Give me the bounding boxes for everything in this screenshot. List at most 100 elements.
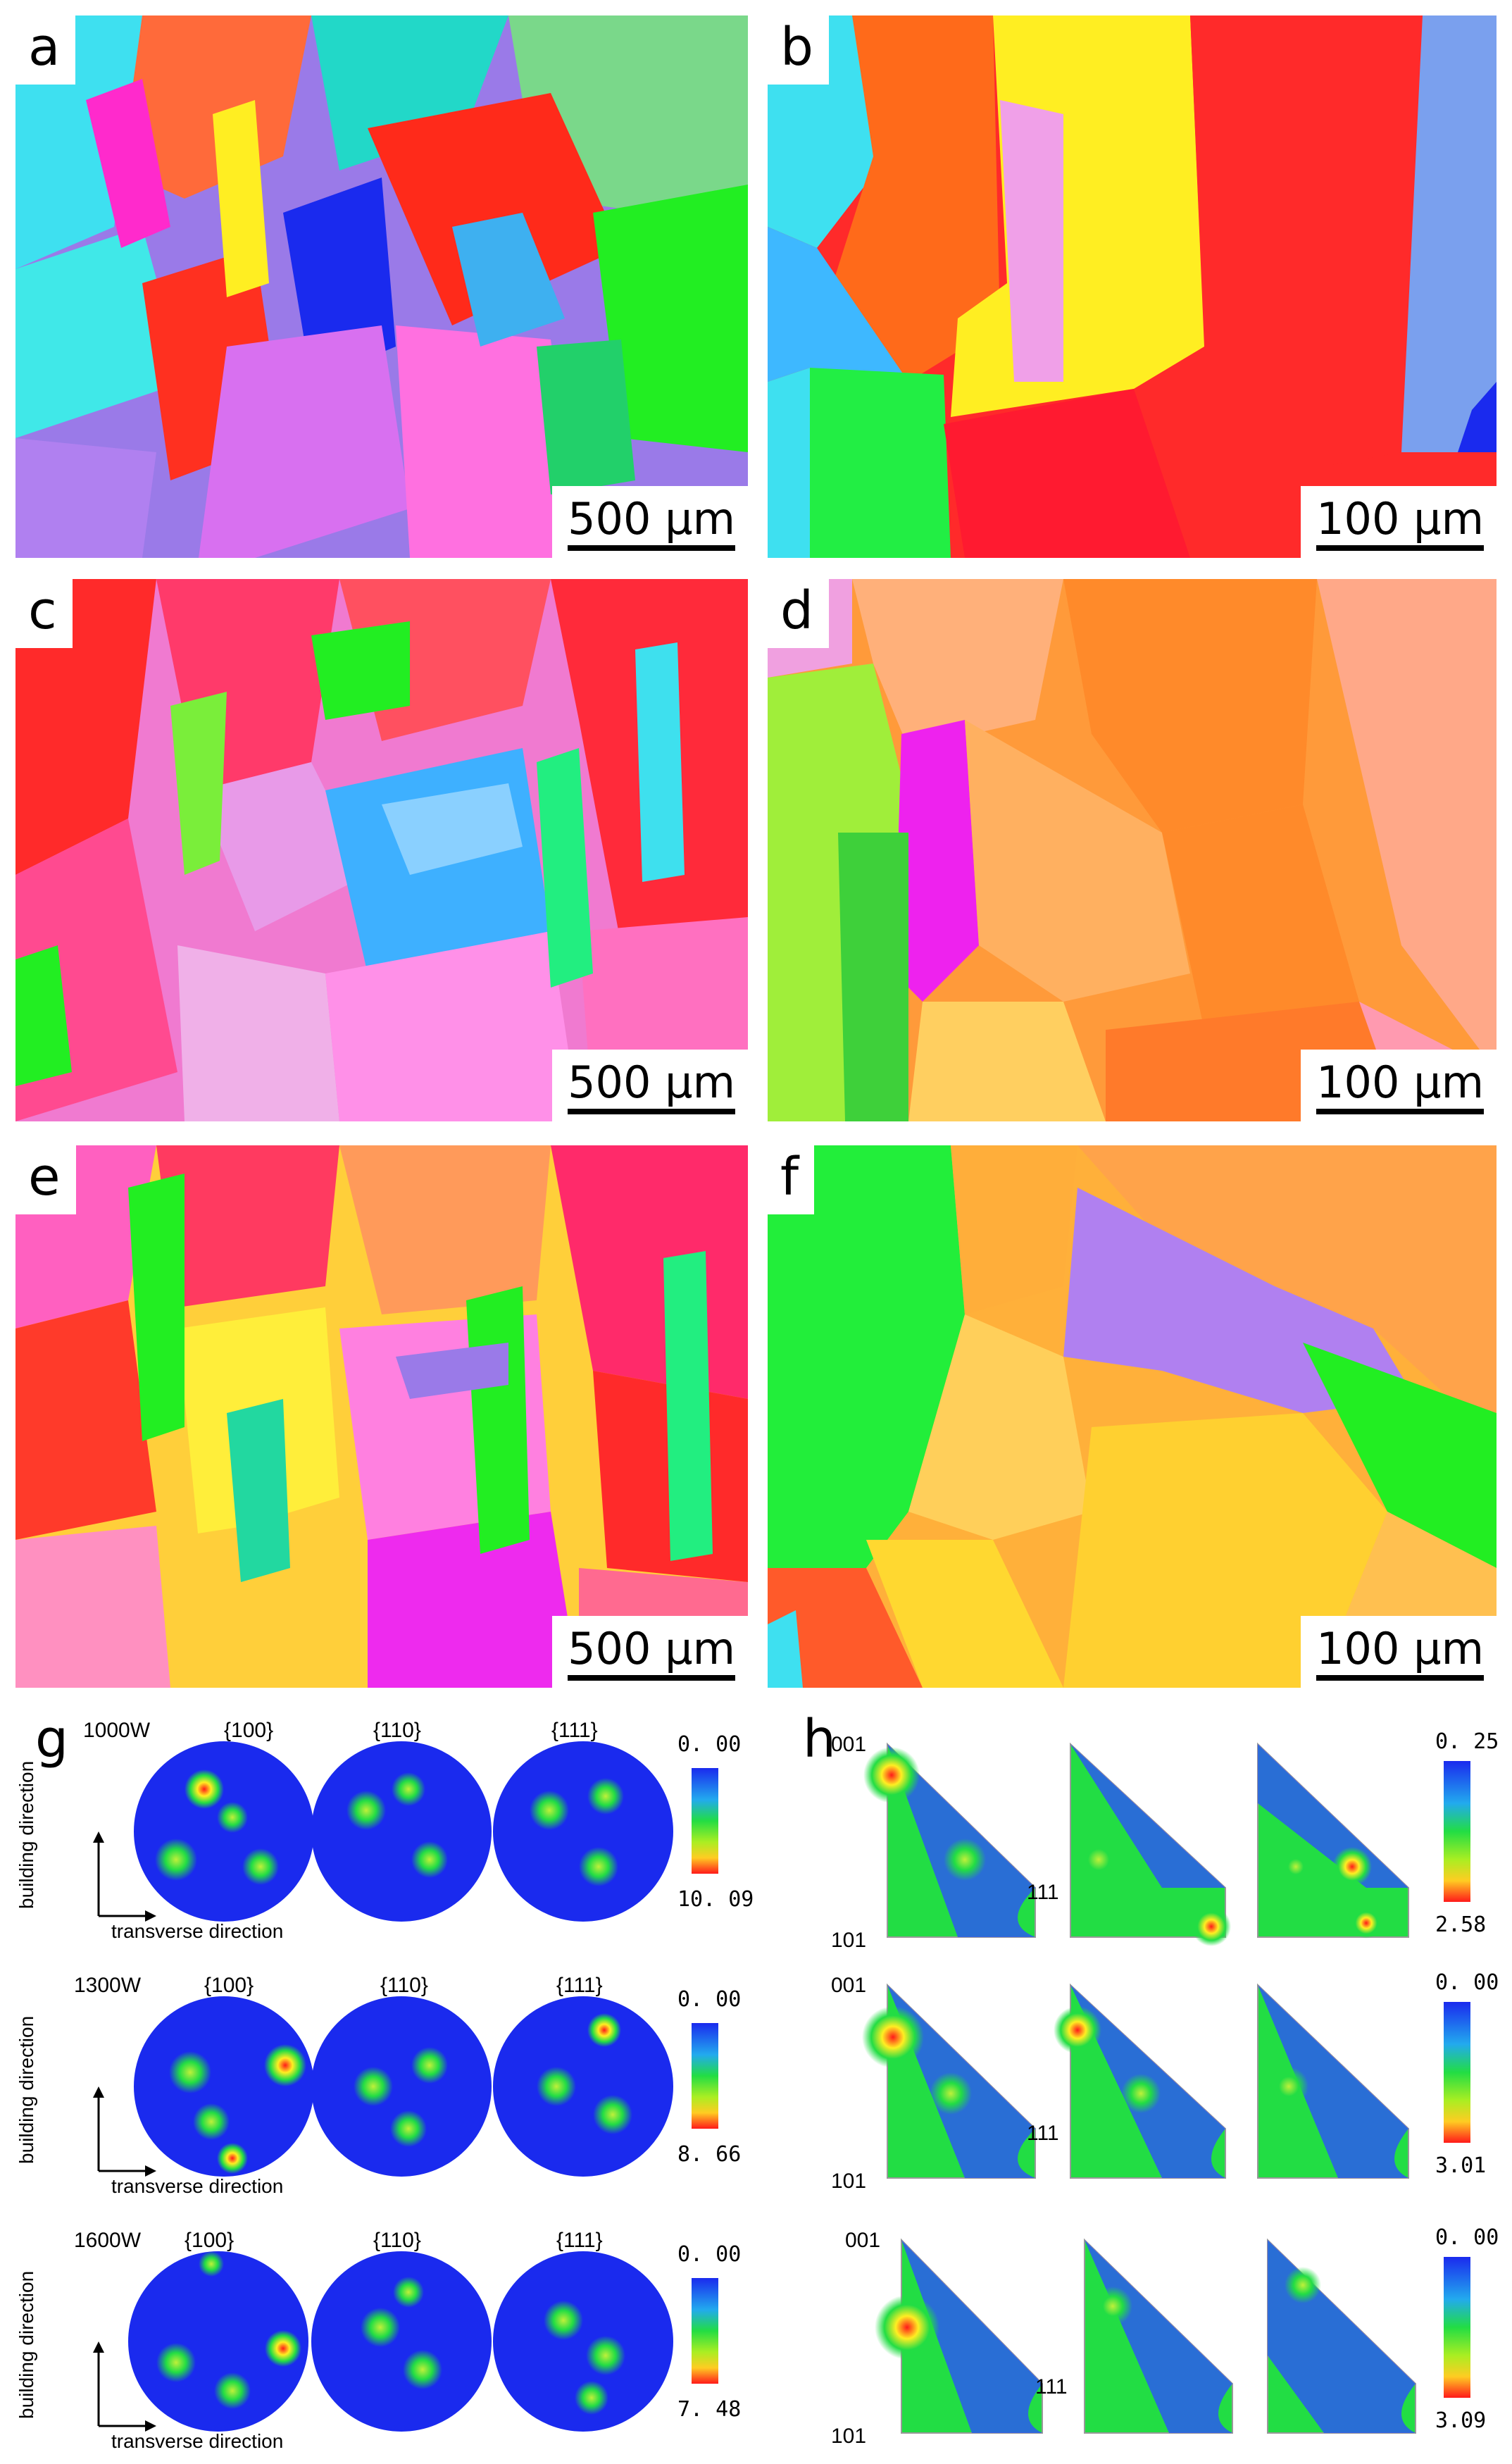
scale-line-e xyxy=(568,1675,735,1681)
pole-figure-row-1000w: 1000W {100} {110} {111} 0. 00 10. 09 bui… xyxy=(0,1705,761,1943)
orientation-map-d xyxy=(768,579,1497,1121)
pole-figures-1300w xyxy=(93,1996,718,2177)
ipf-triangle xyxy=(1257,1742,1409,1939)
pole-figures-1600w xyxy=(93,2251,718,2432)
colorbar xyxy=(1444,2257,1470,2398)
pole-figure-111 xyxy=(493,2251,673,2432)
ebsd-map-d: d 100 μm xyxy=(768,579,1497,1121)
panel-label-b: b xyxy=(768,15,829,85)
panel-label-c: c xyxy=(15,579,73,648)
scale-line-b xyxy=(1316,545,1484,551)
ebsd-map-c: c 500 μm xyxy=(15,579,748,1121)
scale-line-c xyxy=(568,1109,735,1114)
ebsd-map-e: e 500 μm xyxy=(15,1145,748,1688)
scale-bar-d: 100 μm xyxy=(1301,1050,1497,1121)
ipf-triangle xyxy=(863,1742,1036,1938)
corner-111: 111 xyxy=(1035,2375,1068,2398)
corner-101: 101 xyxy=(831,2170,867,2193)
power-label: 1000W xyxy=(83,1719,151,1742)
pole-figures-1000w xyxy=(93,1741,718,1922)
axis-transverse-direction: transverse direction xyxy=(111,1920,284,1942)
scale-text-e: 500 μm xyxy=(568,1623,735,1674)
corner-001: 001 xyxy=(831,1733,867,1756)
scale-bar-a: 500 μm xyxy=(552,486,748,558)
ipf-triangles-row-2 xyxy=(862,1983,1470,2179)
ipf-triangle xyxy=(1070,1742,1231,1946)
ebsd-map-b: b 100 μm xyxy=(768,15,1497,558)
ipf-triangle xyxy=(1084,2238,1233,2434)
scale-text-c: 500 μm xyxy=(568,1057,735,1108)
pole-figure-111 xyxy=(493,1996,673,2177)
pole-label-110: {110} xyxy=(373,1719,421,1742)
colorbar xyxy=(692,2023,718,2129)
colorbar xyxy=(1444,1761,1470,1902)
axis-arrowhead-up xyxy=(93,2341,104,2353)
panel-label-e: e xyxy=(15,1145,76,1214)
pole-figure-110 xyxy=(311,2251,492,2432)
panel-label-f: f xyxy=(768,1145,815,1214)
scale-bar-f: 100 μm xyxy=(1301,1616,1497,1688)
panel-label-h: h xyxy=(803,1709,836,1769)
ipf-row-2: 001 101 111 0. 00 3.01 xyxy=(831,1960,1507,2192)
colorbar xyxy=(692,2278,718,2384)
pole-label-100: {100} xyxy=(204,1974,254,1997)
power-label: 1300W xyxy=(74,1974,142,1997)
axis-arrowhead-right xyxy=(145,2420,156,2432)
scale-text-a: 500 μm xyxy=(568,493,735,545)
pole-figure-100 xyxy=(134,1996,314,2177)
pole-figure-110 xyxy=(311,1996,492,2177)
pole-figure-111 xyxy=(493,1741,673,1922)
axis-transverse-direction: transverse direction xyxy=(111,2175,284,2197)
colorbar xyxy=(1444,2002,1470,2143)
colorbar-min: 7. 48 xyxy=(677,2397,742,2422)
scale-text-b: 100 μm xyxy=(1316,493,1484,545)
orientation-map-b xyxy=(768,15,1497,558)
axis-arrowhead-up xyxy=(93,1831,104,1843)
colorbar-max: 0. 00 xyxy=(677,1987,742,2012)
scale-line-d xyxy=(1316,1109,1484,1114)
orientation-map-a xyxy=(15,15,748,558)
colorbar-max: 0. 25 xyxy=(1435,1729,1499,1754)
pole-label-100: {100} xyxy=(224,1719,274,1742)
orientation-map-f xyxy=(768,1145,1497,1688)
colorbar-max: 0. 00 xyxy=(1435,2225,1499,2250)
pole-label-111: {111} xyxy=(556,2229,603,2252)
pole-label-111: {111} xyxy=(551,1719,598,1742)
panel-label-g: g xyxy=(35,1709,68,1769)
corner-101: 101 xyxy=(831,2425,867,2448)
colorbar-min: 10. 09 xyxy=(677,1887,754,1912)
ipf-triangle xyxy=(862,1983,1036,2179)
scale-bar-c: 500 μm xyxy=(552,1050,748,1121)
scale-line-a xyxy=(568,545,735,551)
scale-text-d: 100 μm xyxy=(1316,1057,1484,1108)
pole-label-110: {110} xyxy=(373,2229,421,2252)
colorbar xyxy=(692,1768,718,1874)
corner-001: 001 xyxy=(831,1974,867,1997)
panel-label-d: d xyxy=(768,579,829,648)
scale-line-f xyxy=(1316,1675,1484,1681)
axis-building-direction: building direction xyxy=(15,1760,37,1909)
axis-arrowhead-up xyxy=(93,2086,104,2098)
colorbar-min: 8. 66 xyxy=(677,2142,742,2167)
axis-building-direction: building direction xyxy=(15,2270,37,2419)
power-label: 1600W xyxy=(74,2229,142,2252)
orientation-map-c xyxy=(15,579,748,1121)
scale-bar-b: 100 μm xyxy=(1301,486,1497,558)
pole-figure-110 xyxy=(311,1741,492,1922)
pole-figure-100 xyxy=(128,2251,308,2432)
pole-label-100: {100} xyxy=(185,2229,235,2252)
pole-figure-row-1300w: 1300W {100} {110} {111} 0. 00 8. 66 buil… xyxy=(0,1960,761,2198)
ipf-triangles-row-1 xyxy=(863,1742,1470,1946)
ipf-triangle xyxy=(875,2238,1043,2434)
corner-111: 111 xyxy=(1027,2122,1059,2145)
panel-label-a: a xyxy=(15,15,76,85)
corner-101: 101 xyxy=(831,1929,867,1952)
scale-bar-e: 500 μm xyxy=(552,1616,748,1688)
pole-figure-100 xyxy=(134,1741,314,1922)
ipf-triangle xyxy=(1267,2238,1416,2434)
colorbar-max: 0. 00 xyxy=(1435,1970,1499,1995)
ipf-row-1: 001 101 111 0. 25 2.58 xyxy=(831,1719,1507,1951)
axis-arrowhead-right xyxy=(145,1910,156,1922)
axis-building-direction: building direction xyxy=(15,2015,37,2164)
ipf-row-3: 001 101 111 0. 00 3.09 xyxy=(831,2215,1507,2454)
